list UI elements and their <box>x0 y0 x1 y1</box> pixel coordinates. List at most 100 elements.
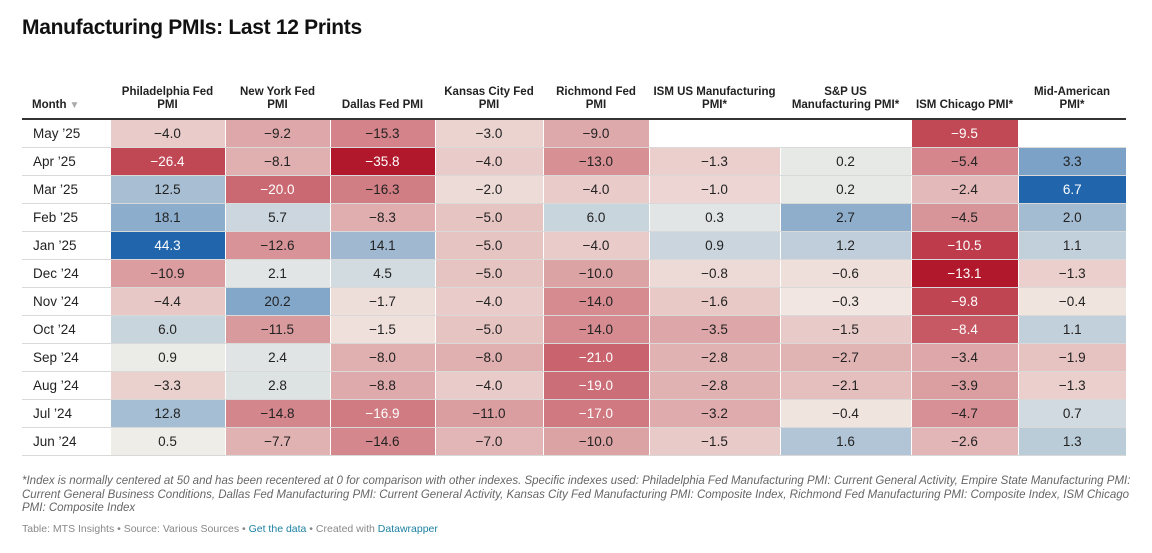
table-body: May ’25 −4.0 −9.2 −15.3 −3.0 −9.0 −9.5 Apr ’25−… <box>22 119 1126 456</box>
header-row: Month ▼ Philadelphia Fed PMI New York Fed… <box>22 64 1126 120</box>
pmi-value-cell: 2.8 <box>224 371 330 400</box>
pmi-value-cell: −9.5 <box>910 119 1018 148</box>
pmi-value-cell: −4.0 <box>434 371 543 400</box>
pmi-value-cell: 0.3 <box>648 203 780 232</box>
datawrapper-link[interactable]: Datawrapper <box>377 523 438 535</box>
pmi-value-cell <box>1017 119 1126 148</box>
pmi-value-cell: −2.8 <box>648 371 780 400</box>
pmi-value-cell: 12.8 <box>109 399 225 428</box>
pmi-value-cell: −4.7 <box>910 399 1018 428</box>
month-cell: Feb ’25 <box>22 203 110 232</box>
month-cell: Apr ’25 <box>22 147 110 176</box>
pmi-value-cell: −5.4 <box>910 147 1018 176</box>
pmi-value-cell: 0.5 <box>109 427 225 456</box>
column-header[interactable]: Dallas Fed PMI <box>330 64 435 120</box>
pmi-value-cell: −8.1 <box>224 147 330 176</box>
pmi-value-cell: 2.1 <box>224 259 330 288</box>
pmi-value-cell: −16.3 <box>329 175 435 204</box>
month-cell: May ’25 <box>22 119 110 148</box>
pmi-value-cell: 18.1 <box>109 203 225 232</box>
pmi-value-cell: −12.6 <box>224 231 330 260</box>
pmi-value-cell: 0.9 <box>648 231 780 260</box>
month-cell: Jul ’24 <box>22 399 110 428</box>
pmi-value-cell: −19.0 <box>542 371 649 400</box>
column-header[interactable]: ISM Chicago PMI* <box>911 64 1018 120</box>
pmi-value-cell: −2.1 <box>779 371 911 400</box>
pmi-value-cell: −3.3 <box>109 371 225 400</box>
pmi-value-cell: −11.5 <box>224 315 330 344</box>
pmi-value-cell: −1.6 <box>648 287 780 316</box>
month-cell: Dec ’24 <box>22 259 110 288</box>
pmi-value-cell: −4.0 <box>542 231 649 260</box>
pmi-value-cell: 0.2 <box>779 175 911 204</box>
pmi-value-cell: 1.1 <box>1017 315 1126 344</box>
pmi-value-cell: −8.4 <box>910 315 1018 344</box>
month-cell: Mar ’25 <box>22 175 110 204</box>
pmi-value-cell: −26.4 <box>109 147 225 176</box>
pmi-value-cell: −4.0 <box>109 119 225 148</box>
pmi-value-cell <box>648 119 780 148</box>
pmi-value-cell: −3.2 <box>648 399 780 428</box>
column-header[interactable]: Kansas City Fed PMI <box>435 64 543 120</box>
table-row: Jul ’24 12.8 −14.8 −16.9 −11.0 −17.0 −3.2 −0.4−… <box>22 399 1126 428</box>
pmi-value-cell: 14.1 <box>329 231 435 260</box>
pmi-value-cell: −1.3 <box>1017 259 1126 288</box>
pmi-value-cell: −1.3 <box>648 147 780 176</box>
pmi-value-cell: −14.0 <box>542 287 649 316</box>
month-cell: Sep ’24 <box>22 343 110 372</box>
month-header-label: Month <box>32 99 67 111</box>
table-row: Feb ’25 18.1 5.7 −8.3 −5.0 6.0 0.3 2.7 −4.5 2.0 <box>22 203 1126 232</box>
column-header[interactable]: Philadelphia Fed PMI <box>110 64 225 120</box>
pmi-value-cell: 0.2 <box>779 147 911 176</box>
pmi-value-cell: −0.3 <box>779 287 911 316</box>
month-column-header[interactable]: Month ▼ <box>22 64 110 120</box>
pmi-value-cell: −2.7 <box>779 343 911 372</box>
pmi-value-cell: 6.0 <box>109 315 225 344</box>
month-cell: Nov ’24 <box>22 287 110 316</box>
column-header[interactable]: New York Fed PMI <box>225 64 330 120</box>
footnote: *Index is normally centered at 50 and ha… <box>22 475 1131 514</box>
sort-down-triangle-icon[interactable]: ▼ <box>69 100 80 111</box>
pmi-value-cell: 4.5 <box>329 259 435 288</box>
pmi-value-cell: −7.7 <box>224 427 330 456</box>
pmi-value-cell: −5.0 <box>434 203 543 232</box>
pmi-value-cell: −21.0 <box>542 343 649 372</box>
pmi-value-cell: 20.2 <box>224 287 330 316</box>
column-header[interactable]: Richmond Fed PMI <box>543 64 649 120</box>
column-header[interactable]: ISM US Manufacturing PMI* <box>649 64 780 120</box>
pmi-value-cell: −5.0 <box>434 231 543 260</box>
pmi-value-cell: −2.0 <box>434 175 543 204</box>
pmi-value-cell: −4.5 <box>910 203 1018 232</box>
pmi-value-cell: −2.4 <box>910 175 1018 204</box>
pmi-value-cell: −4.0 <box>542 175 649 204</box>
pmi-value-cell: −16.9 <box>329 399 435 428</box>
pmi-value-cell: −8.0 <box>434 343 543 372</box>
pmi-value-cell: −0.4 <box>779 399 911 428</box>
pmi-value-cell: −1.5 <box>329 315 435 344</box>
pmi-value-cell: −17.0 <box>542 399 649 428</box>
column-header[interactable]: S&P US Manufacturing PMI* <box>780 64 911 120</box>
pmi-value-cell: −0.6 <box>779 259 911 288</box>
pmi-value-cell: −10.0 <box>542 259 649 288</box>
created-with-text: • Created with <box>306 523 378 535</box>
column-header[interactable]: Mid-American PMI* <box>1018 64 1126 120</box>
pmi-value-cell: −5.0 <box>434 259 543 288</box>
pmi-value-cell: −1.9 <box>1017 343 1126 372</box>
pmi-value-cell: 2.0 <box>1017 203 1126 232</box>
pmi-value-cell: −10.9 <box>109 259 225 288</box>
pmi-value-cell: −1.0 <box>648 175 780 204</box>
pmi-value-cell: −4.0 <box>434 287 543 316</box>
month-cell: Aug ’24 <box>22 371 110 400</box>
pmi-value-cell: −4.4 <box>109 287 225 316</box>
month-cell: Oct ’24 <box>22 315 110 344</box>
pmi-value-cell: −3.0 <box>434 119 543 148</box>
get-the-data-link[interactable]: Get the data <box>248 523 307 535</box>
pmi-value-cell: 0.9 <box>109 343 225 372</box>
pmi-value-cell: −10.0 <box>542 427 649 456</box>
pmi-value-cell: 1.6 <box>779 427 911 456</box>
table-row: Jan ’25 44.3 −12.6 14.1 −5.0 −4.0 0.9 1.2 −10.5 1… <box>22 231 1126 260</box>
pmi-value-cell: 0.7 <box>1017 399 1126 428</box>
pmi-value-cell: −1.3 <box>1017 371 1126 400</box>
pmi-value-cell: −0.4 <box>1017 287 1126 316</box>
pmi-value-cell: 6.0 <box>542 203 649 232</box>
